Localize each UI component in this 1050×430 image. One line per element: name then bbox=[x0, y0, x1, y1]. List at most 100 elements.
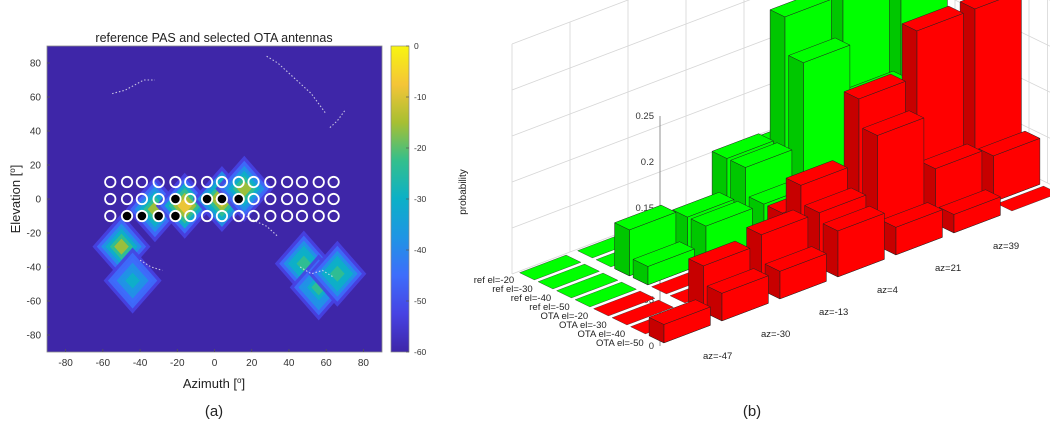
bar-face-top bbox=[729, 142, 793, 168]
bar-face-top bbox=[977, 130, 1041, 157]
ota-antenna bbox=[215, 209, 229, 223]
y-tick-label: 40 bbox=[30, 127, 42, 138]
bar3d-bars bbox=[613, 0, 1041, 344]
ota-antenna bbox=[295, 175, 309, 189]
bar-face-top bbox=[861, 110, 925, 136]
y-category-label: OTA el=-50 bbox=[596, 338, 644, 349]
bar3d-bar bbox=[706, 268, 770, 322]
bar3d-bar bbox=[977, 130, 1041, 203]
ota-antenna bbox=[327, 175, 340, 189]
ota-antenna-selected bbox=[232, 192, 245, 206]
x-tick-label: 80 bbox=[358, 358, 370, 369]
ota-antenna bbox=[312, 209, 325, 223]
ota-antenna bbox=[120, 192, 134, 206]
x-category-label: az=4 bbox=[877, 285, 898, 296]
heatmap-axes: -80 -60 -40 -20 0 20 40 60 80 80 60 40 20 0 -20 -40 -60 -… bbox=[27, 59, 370, 370]
y-tick-label: 0 bbox=[35, 195, 41, 206]
pas-cluster-level bbox=[114, 238, 129, 255]
ota-antenna bbox=[280, 175, 294, 189]
y-tick-label: 60 bbox=[30, 93, 42, 104]
ota-antenna bbox=[135, 175, 149, 189]
pas-trace bbox=[266, 55, 327, 115]
floor-tile bbox=[996, 185, 1050, 212]
ota-antenna bbox=[280, 192, 294, 206]
bar-face-top bbox=[687, 240, 751, 267]
y-tick-label: -40 bbox=[27, 263, 42, 274]
z-tick-label: 0.25 bbox=[636, 111, 655, 122]
y-tick-label: -80 bbox=[27, 331, 42, 342]
x-tick-label: -80 bbox=[58, 358, 73, 369]
y-category-label: ref el=-50 bbox=[529, 302, 569, 313]
bar-face-top bbox=[632, 241, 696, 267]
ota-antenna bbox=[104, 175, 117, 189]
y-category-label: OTA el=-40 bbox=[578, 329, 626, 340]
bar-face-top bbox=[919, 143, 983, 169]
x-tick-label: -60 bbox=[96, 358, 111, 369]
ota-antenna-selected bbox=[200, 192, 214, 206]
bar3d-bar bbox=[648, 299, 712, 344]
ota-antenna bbox=[280, 209, 294, 223]
bar-face-top bbox=[959, 0, 1000, 10]
bar-face-top bbox=[671, 192, 735, 218]
z-tick-label: 0.15 bbox=[636, 203, 655, 214]
pas-trace bbox=[139, 259, 163, 271]
y-category-label: OTA el=-30 bbox=[559, 320, 607, 331]
floor-tile bbox=[556, 272, 619, 299]
pas-cluster-level bbox=[330, 265, 345, 282]
pas-cluster-level bbox=[236, 180, 252, 197]
x-category-label: az=-13 bbox=[819, 307, 848, 318]
ota-antenna bbox=[327, 209, 340, 223]
bar3d-bar bbox=[822, 205, 886, 278]
x-tick-label: 20 bbox=[246, 358, 258, 369]
bar-face-top bbox=[648, 299, 712, 325]
heatmap-traces bbox=[111, 55, 346, 278]
pas-cluster-level bbox=[177, 197, 193, 214]
z-gridline bbox=[511, 0, 1050, 91]
ota-antenna bbox=[312, 175, 325, 189]
colorbar-tick-label: 0 bbox=[414, 41, 419, 51]
ota-antenna bbox=[312, 192, 325, 206]
y-tick-label: -20 bbox=[27, 229, 42, 240]
y-tick-label: 80 bbox=[30, 59, 42, 70]
pas-cluster-level bbox=[125, 272, 140, 289]
ota-antenna bbox=[232, 209, 245, 223]
ota-antenna bbox=[184, 209, 197, 223]
y-category-label: ref el=-40 bbox=[511, 293, 551, 304]
ota-antenna bbox=[169, 175, 182, 189]
colorbar-ticks: 0 -10 -20 -30 -40 -50 -60 bbox=[406, 41, 427, 357]
heatmap-ylabel: Elevation [o] bbox=[8, 165, 23, 234]
pas-trace bbox=[329, 110, 346, 129]
bar-face-top bbox=[901, 5, 965, 32]
ota-antenna-selected bbox=[169, 209, 182, 223]
bar3d-bar bbox=[632, 241, 696, 286]
ota-antenna bbox=[120, 175, 134, 189]
colorbar-tick-label: -30 bbox=[414, 194, 427, 204]
colorbar-tick-label: -20 bbox=[414, 143, 427, 153]
floor-tile bbox=[519, 254, 582, 281]
x-category-label: az=21 bbox=[935, 263, 961, 274]
colorbar-tick-label: -10 bbox=[414, 92, 427, 102]
bar-face-top bbox=[711, 133, 775, 159]
z-tick-label: 0.2 bbox=[641, 157, 654, 168]
floor-tile bbox=[611, 299, 674, 326]
x-category-label: az=-30 bbox=[761, 329, 790, 340]
ota-antenna bbox=[152, 192, 165, 206]
x-category-label: az=-47 bbox=[703, 351, 732, 362]
ota-antenna bbox=[264, 175, 277, 189]
x-category-label: az=39 bbox=[993, 241, 1019, 252]
bar-face-top bbox=[613, 204, 677, 231]
ota-antenna-selected bbox=[215, 192, 229, 206]
y-category-label: OTA el=-20 bbox=[541, 311, 589, 322]
bar-face-top bbox=[787, 37, 851, 63]
ota-antenna bbox=[104, 192, 117, 206]
bar-face-top bbox=[745, 209, 809, 235]
ota-antenna-selected bbox=[169, 192, 182, 206]
ota-antenna-selected bbox=[152, 209, 165, 223]
bar3d-bar bbox=[764, 246, 828, 300]
ota-antenna bbox=[232, 175, 245, 189]
ota-antenna bbox=[264, 209, 277, 223]
bar-face-top bbox=[880, 202, 944, 228]
ota-antenna bbox=[327, 192, 340, 206]
ota-antenna bbox=[184, 175, 197, 189]
